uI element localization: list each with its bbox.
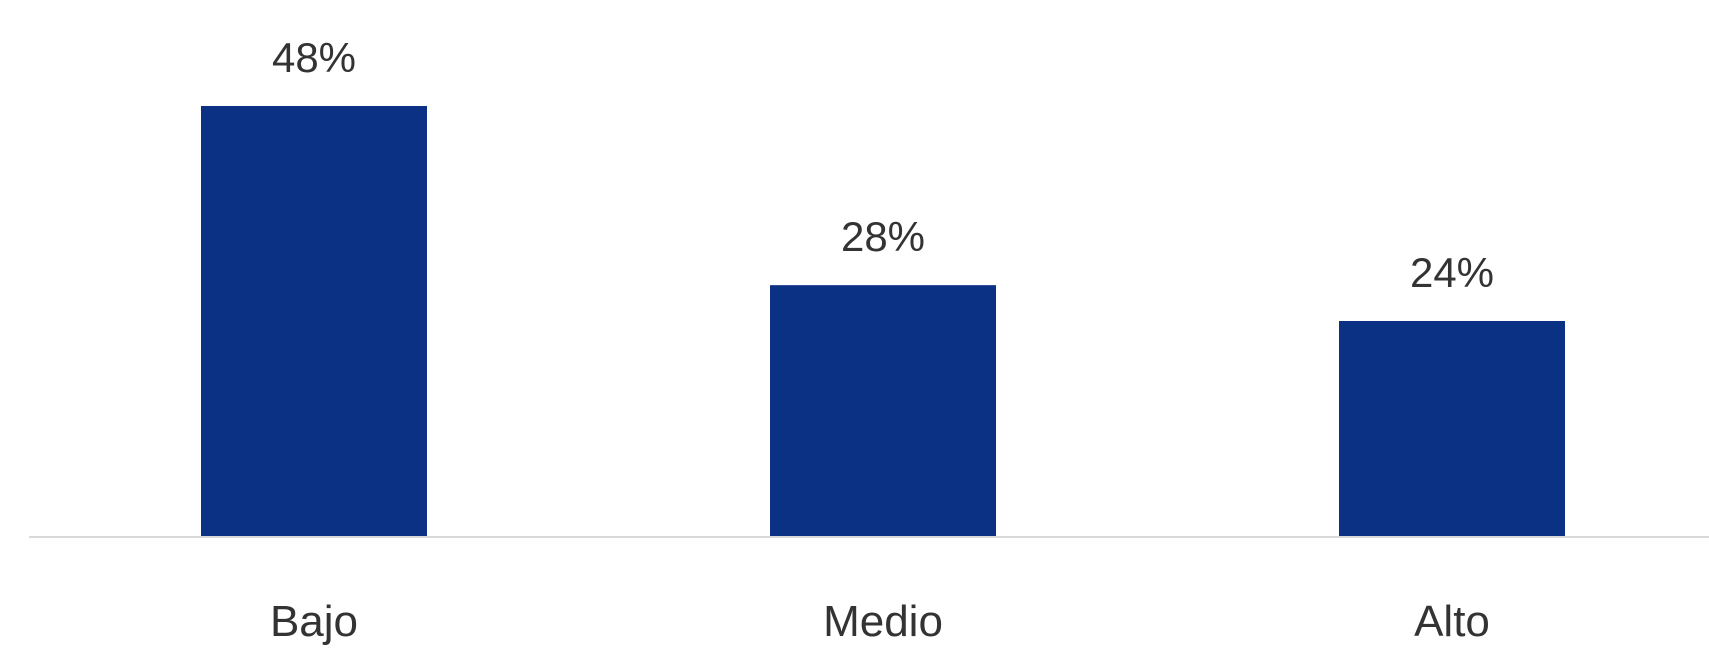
x-tick-labels-group: Bajo Medio Alto — [270, 597, 1490, 646]
bar-alto — [1339, 321, 1565, 536]
bar-bajo — [201, 106, 427, 536]
data-labels-group: 48% 28% 24% — [272, 34, 1494, 296]
x-tick-label-medio: Medio — [823, 597, 943, 646]
data-label-bajo: 48% — [272, 34, 356, 81]
data-label-medio: 28% — [841, 213, 925, 260]
data-label-alto: 24% — [1410, 249, 1494, 296]
bars-group — [201, 106, 1565, 536]
bar-medio — [770, 285, 996, 536]
x-tick-label-alto: Alto — [1414, 597, 1490, 646]
x-tick-label-bajo: Bajo — [270, 597, 358, 646]
